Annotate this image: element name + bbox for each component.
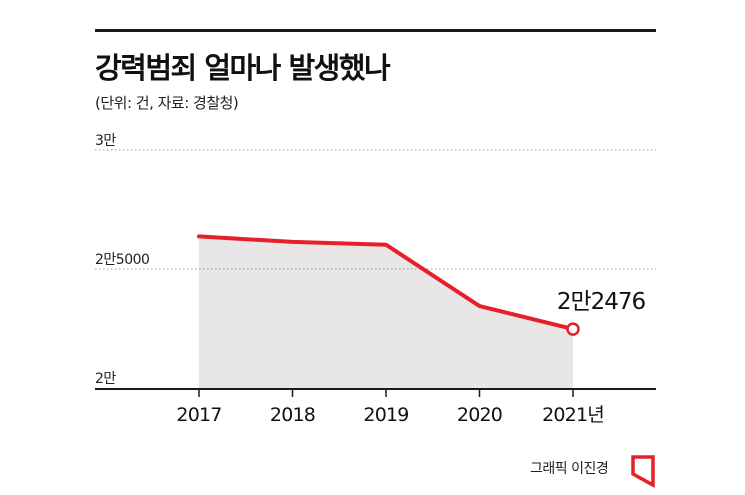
series-line bbox=[197, 234, 575, 332]
x-tick-label: 2021년 bbox=[542, 404, 604, 426]
brand-logo-icon bbox=[631, 455, 655, 488]
area-fill bbox=[199, 236, 573, 388]
end-point-marker bbox=[566, 322, 580, 336]
y-tick-label: 2만5000 bbox=[95, 252, 149, 268]
chart-subtitle: (단위: 건, 자료: 경찰청) bbox=[95, 94, 239, 112]
x-tick-label: 2020 bbox=[457, 404, 502, 426]
x-tick-label: 2017 bbox=[176, 404, 221, 426]
y-tick-label: 2만 bbox=[95, 371, 116, 387]
y-tick-label: 3만 bbox=[95, 133, 116, 149]
chart-title: 강력범죄 얼마나 발생했나 bbox=[95, 51, 391, 85]
graphic-credit: 그래픽 이진경 bbox=[530, 461, 609, 477]
top-rule bbox=[95, 29, 656, 32]
data-label: 2만2476 bbox=[557, 289, 646, 315]
x-tick-label: 2019 bbox=[363, 404, 408, 426]
x-tick-label: 2018 bbox=[270, 404, 315, 426]
